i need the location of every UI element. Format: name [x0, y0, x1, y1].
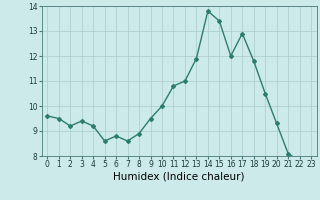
X-axis label: Humidex (Indice chaleur): Humidex (Indice chaleur): [114, 172, 245, 182]
